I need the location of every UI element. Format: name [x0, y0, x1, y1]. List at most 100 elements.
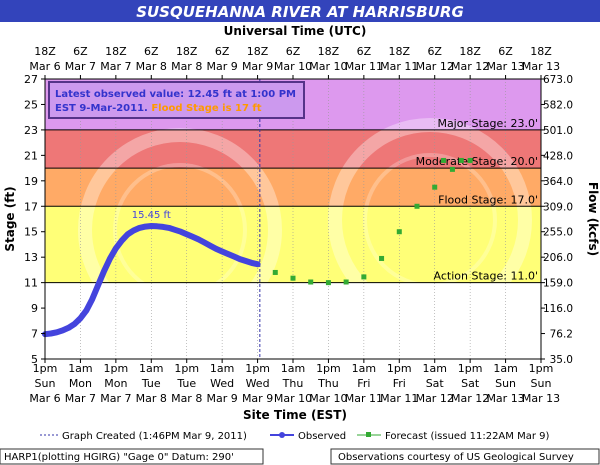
- observed-point-3: [60, 327, 66, 333]
- forecast-point-0: [272, 269, 278, 275]
- x-top-ticklabel-date-9: Mar 11: [345, 60, 383, 73]
- legend: Graph Created (1:46PM Mar 9, 2011) Obser…: [40, 431, 549, 442]
- x-bottom-ticklabel-date-8: Mar 10: [309, 392, 347, 405]
- x-bottom-ticklabel-date-9: Mar 11: [345, 392, 383, 405]
- x-top-ticklabel-date-8: Mar 10: [309, 60, 347, 73]
- watermark-seal-0: [78, 128, 282, 332]
- x-bottom-ticklabel-date-11: Mar 12: [416, 392, 454, 405]
- observed-point-29: [213, 246, 219, 252]
- peak-label: 15.45 ft: [132, 210, 171, 221]
- forecast-point-10: [441, 157, 447, 163]
- x-bottom-ticklabel-time-0: 1pm: [33, 362, 58, 375]
- x-top-ticklabel-date-1: Mar 7: [65, 60, 96, 73]
- observed-point-7: [83, 308, 89, 314]
- x-bottom-ticklabel-time-6: 1pm: [245, 362, 270, 375]
- y-left-ticklabel-5: 15: [24, 226, 38, 239]
- x-bottom-ticklabel-time-8: 1pm: [316, 362, 341, 375]
- observed-point-14: [125, 231, 131, 237]
- x-top-ticklabel-1: 6Z: [73, 45, 88, 58]
- x-top-ticklabel-date-4: Mar 8: [171, 60, 202, 73]
- x-bottom-ticklabel-day-0: Sun: [35, 377, 56, 390]
- stage-label-action-stage: Action Stage: 11.0': [434, 270, 538, 283]
- x-bottom-ticklabel-day-3: Tue: [141, 377, 161, 390]
- x-bottom-ticklabel-time-1: 1am: [68, 362, 92, 375]
- observed-point-36: [254, 261, 261, 267]
- y-axis-right-title: Flow (kcfs): [586, 182, 600, 256]
- observed-point-16: [136, 225, 143, 231]
- observed-point-27: [201, 239, 208, 246]
- observed-point-32: [231, 253, 237, 260]
- y-right-ticklabel-11: 673.0: [543, 74, 573, 86]
- watermark-ring-0: [113, 163, 247, 297]
- x-top-ticklabel-4: 18Z: [176, 45, 198, 58]
- x-bottom-ticklabel-time-10: 1pm: [387, 362, 412, 375]
- y-left-ticklabel-2: 9: [31, 302, 38, 315]
- stage-label-moderate-stage: Moderate Stage: 20.0': [416, 155, 538, 168]
- x-bottom-ticklabel-day-13: Sun: [495, 377, 516, 390]
- observed-point-12: [113, 245, 119, 251]
- y-right-ticklabel-1: 76.2: [550, 329, 573, 341]
- forecast-point-5: [361, 274, 367, 280]
- y-axis-right-ticks: 35.0 76.2 116.0 159.0 206.0 255.0 309.0 364.0 42…: [541, 74, 573, 366]
- x-top-ticklabel-date-0: Mar 6: [29, 60, 60, 73]
- x-top-ticklabel-13: 6Z: [498, 45, 513, 58]
- forecast-point-9: [432, 184, 438, 190]
- x-bottom-ticklabel-day-10: Fri: [393, 377, 406, 390]
- x-bottom-ticklabel-day-9: Fri: [357, 377, 370, 390]
- chart-title: SUSQUEHANNA RIVER AT HARRISBURG: [136, 3, 464, 21]
- y-left-ticklabel-9: 23: [24, 124, 38, 137]
- x-bottom-ticklabel-time-11: 1am: [422, 362, 446, 375]
- forecast-point-8: [414, 203, 420, 209]
- legend-observed: Observed: [298, 431, 346, 442]
- observed-point-6: [77, 315, 84, 321]
- x-bottom-ticklabel-day-6: Wed: [246, 377, 270, 390]
- x-top-ticklabel-date-7: Mar 10: [274, 60, 312, 73]
- observed-point-9: [95, 282, 101, 288]
- y-axis-left-title: Stage (ft): [3, 186, 17, 251]
- latest-observed-box: Latest observed value: 12.45 ft at 1:00 …: [48, 81, 305, 119]
- stage-label-flood-stage: Flood Stage: 17.0': [438, 193, 538, 206]
- x-bottom-ticklabel-date-3: Mar 8: [136, 392, 167, 405]
- observed-point-22: [172, 227, 178, 233]
- x-bottom-ticklabel-date-5: Mar 9: [207, 392, 238, 405]
- forecast-point-3: [325, 280, 331, 286]
- x-bottom-ticklabel-time-13: 1am: [493, 362, 517, 375]
- observed-point-31: [225, 251, 231, 257]
- x-bottom-ticklabel-date-0: Mar 6: [29, 392, 60, 405]
- x-bottom-ticklabel-time-2: 1pm: [104, 362, 129, 375]
- x-bottom-ticklabel-time-3: 1am: [139, 362, 163, 375]
- x-top-ticklabel-2: 18Z: [105, 45, 127, 58]
- y-left-ticklabel-8: 21: [24, 149, 38, 162]
- x-top-ticklabel-date-14: Mar 13: [522, 60, 560, 73]
- observed-point-33: [237, 256, 243, 262]
- watermark-seal-1: [328, 118, 532, 322]
- title-bar: [0, 0, 600, 22]
- watermark: [78, 118, 532, 332]
- x-top-ticklabel-9: 6Z: [357, 45, 372, 58]
- observed-point-26: [195, 236, 202, 242]
- legend-forecast: Forecast (issued 11:22AM Mar 9): [385, 431, 549, 442]
- observed-point-18: [148, 223, 154, 229]
- latest-observed-line2: EST 9-Mar-2011.: [55, 103, 151, 114]
- observed-point-34: [243, 258, 249, 264]
- observed-point-8: [89, 296, 95, 302]
- y-right-ticklabel-8: 428.0: [543, 150, 573, 162]
- observed-point-30: [219, 248, 225, 255]
- observed-point-15: [130, 227, 137, 234]
- x-bottom-ticklabel-date-6: Mar 9: [242, 392, 273, 405]
- x-axis-bottom-ticks: 1pm Sun Mar 6 1am Mon Mar 7 1pm Mon Mar 7 1am Tue M…: [29, 359, 560, 405]
- x-top-ticklabel-8: 18Z: [318, 45, 340, 58]
- y-right-ticklabel-4: 206.0: [543, 252, 573, 264]
- stage-label-major-stage: Major Stage: 23.0': [437, 117, 538, 130]
- forecast-point-4: [343, 279, 349, 285]
- x-bottom-ticklabel-day-12: Sat: [461, 377, 480, 390]
- x-bottom-ticklabel-time-12: 1pm: [458, 362, 483, 375]
- observed-point-10: [101, 268, 107, 274]
- observed-point-11: [107, 255, 113, 262]
- y-left-ticklabel-11: 27: [24, 73, 38, 86]
- legend-graph-created: Graph Created (1:46PM Mar 9, 2011): [62, 431, 247, 442]
- x-bottom-ticklabel-day-8: Thu: [317, 377, 339, 390]
- y-right-ticklabel-6: 309.0: [543, 201, 573, 213]
- y-left-ticklabel-4: 13: [24, 251, 38, 264]
